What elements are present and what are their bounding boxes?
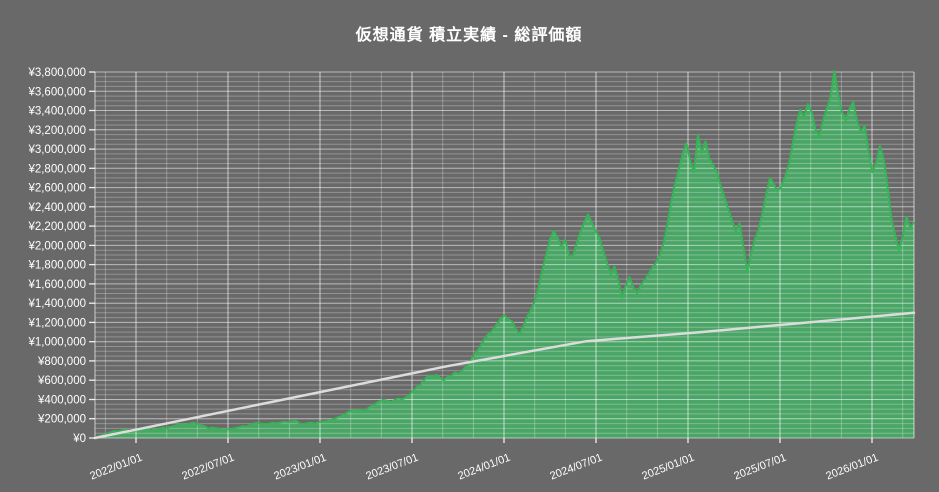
y-tick-label: ¥3,200,000 [27,125,86,137]
y-tick-label: ¥800,000 [37,356,86,368]
y-tick-label: ¥1,600,000 [27,279,86,291]
x-tick-label: 2025/01/01 [640,452,696,483]
valuation-area-series [95,71,914,438]
y-tick-label: ¥1,200,000 [27,317,86,329]
valuation-area [95,71,914,438]
chart-title: 仮想通貨 積立実績 - 総評価額 [355,25,583,44]
y-tick-label: ¥600,000 [37,375,86,387]
y-tick-label: ¥0 [72,433,86,445]
y-tick-label: ¥3,000,000 [27,144,86,156]
x-tick-label: 2024/01/01 [456,452,512,483]
y-tick-label: ¥3,800,000 [27,67,86,79]
valuation-line [94,70,915,439]
y-tick-label: ¥2,600,000 [27,183,86,195]
x-tick-label: 2025/07/01 [732,452,788,483]
x-tick-label: 2026/01/01 [824,452,880,483]
x-tick-label: 2023/07/01 [364,452,420,483]
y-tick-label: ¥1,800,000 [27,260,86,272]
x-tick-label: 2023/01/01 [272,452,328,483]
y-tick-label: ¥1,000,000 [27,337,86,349]
y-axis: ¥0 ¥200,000 ¥400,000 ¥600,000 ¥800,000 ¥1,000… [27,67,95,445]
x-tick-label: 2022/01/01 [88,452,144,483]
x-tick-label: 2024/07/01 [548,452,604,483]
y-tick-label: ¥200,000 [37,414,86,426]
y-tick-label: ¥3,400,000 [27,106,86,118]
y-tick-label: ¥1,400,000 [27,298,86,310]
valuation-area-outline [94,70,915,439]
y-tick-label: ¥400,000 [37,395,86,407]
y-tick-label: ¥2,400,000 [27,202,86,214]
x-axis: 2022/01/01 2022/07/01 2023/01/01 2023/07/01… [88,438,880,483]
y-tick-label: ¥2,000,000 [27,240,86,252]
y-tick-label: ¥3,600,000 [27,86,86,98]
y-tick-label: ¥2,200,000 [27,221,86,233]
invested-principal-line [93,311,916,440]
gridlines [94,71,915,439]
y-tick-label: ¥2,800,000 [27,163,86,175]
invested-line [93,311,916,440]
x-tick-label: 2022/07/01 [180,452,236,483]
